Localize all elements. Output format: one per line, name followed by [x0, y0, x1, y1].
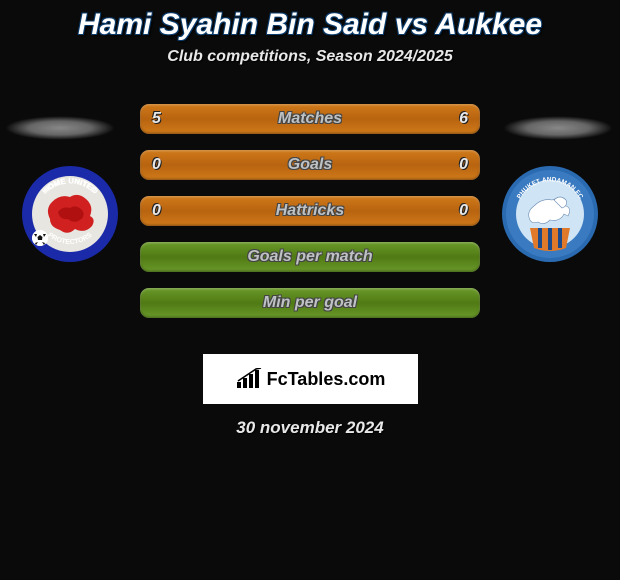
stat-value-right: 0	[459, 196, 468, 226]
stat-row-min-per-goal: Min per goal	[140, 288, 480, 318]
stat-label: Hattricks	[140, 196, 480, 226]
stat-label: Goals	[140, 150, 480, 180]
stat-value-right: 0	[459, 150, 468, 180]
stat-row-hattricks: 0 Hattricks 0	[140, 196, 480, 226]
stat-bars: 5 Matches 6 0 Goals 0 0 Hattricks 0 Goal…	[140, 104, 480, 334]
brand-logo: FcTables.com	[235, 368, 386, 390]
stat-value-left: 0	[152, 196, 161, 226]
date-text: 30 november 2024	[0, 418, 620, 438]
stat-label: Goals per match	[140, 242, 480, 272]
page-title: Hami Syahin Bin Said vs Aukkee	[0, 0, 620, 42]
comparison-stage: HOME UNITED HOME UNITED PROTECTORS	[0, 86, 620, 346]
stat-row-matches: 5 Matches 6	[140, 104, 480, 134]
stat-row-goals-per-match: Goals per match	[140, 242, 480, 272]
brand-text: FcTables.com	[267, 369, 386, 390]
player-shadow-left	[5, 116, 115, 140]
player-shadow-right	[503, 116, 613, 140]
team-badge-left: HOME UNITED HOME UNITED PROTECTORS	[20, 164, 120, 264]
stat-label: Matches	[140, 104, 480, 134]
subtitle: Club competitions, Season 2024/2025	[0, 48, 620, 66]
team-badge-right: PHUKET ANDAMAN FC	[500, 164, 600, 264]
stat-value-left: 0	[152, 150, 161, 180]
stat-value-left: 5	[152, 104, 161, 134]
stat-value-right: 6	[459, 104, 468, 134]
bars-icon	[235, 368, 263, 390]
stat-row-goals: 0 Goals 0	[140, 150, 480, 180]
brand-logo-box: FcTables.com	[203, 354, 418, 404]
stat-label: Min per goal	[140, 288, 480, 318]
